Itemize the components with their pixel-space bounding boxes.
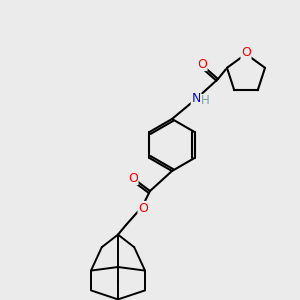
- Text: O: O: [138, 202, 148, 214]
- Text: O: O: [241, 46, 251, 59]
- Text: O: O: [197, 58, 207, 70]
- Text: H: H: [201, 94, 209, 107]
- Text: N: N: [191, 92, 201, 106]
- Text: O: O: [128, 172, 138, 184]
